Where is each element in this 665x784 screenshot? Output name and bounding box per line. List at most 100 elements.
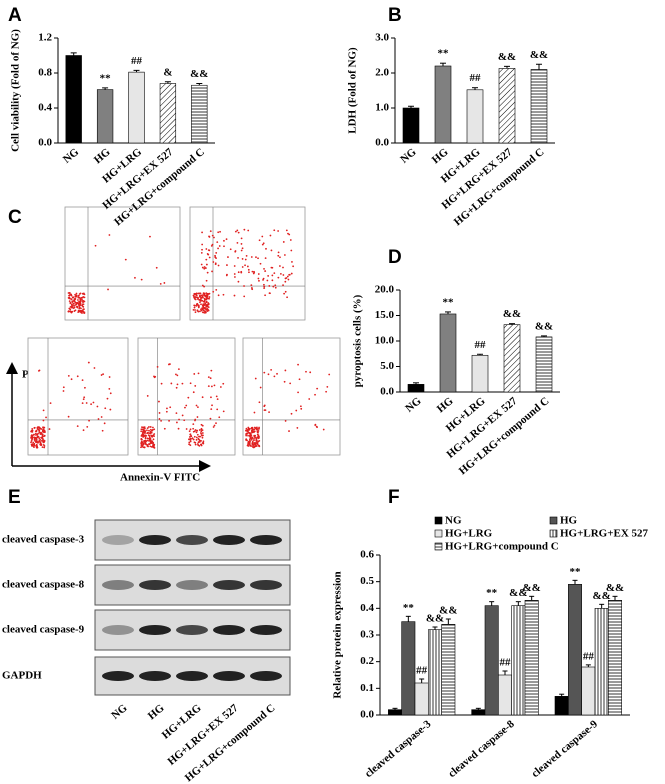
event (140, 430, 143, 433)
event (279, 265, 281, 267)
event (253, 430, 256, 433)
bar (471, 709, 486, 716)
event (141, 444, 144, 447)
y-axis-label: LDH (Fold of NG) (347, 47, 359, 134)
event (67, 415, 70, 418)
event (215, 395, 218, 398)
error-bar (445, 618, 451, 625)
event (148, 443, 150, 445)
event (193, 306, 196, 309)
y-tick-label: 0.0 (360, 709, 374, 721)
bar (535, 336, 553, 393)
event (107, 288, 109, 291)
event (146, 437, 149, 440)
event (229, 248, 232, 251)
event (70, 310, 72, 313)
event (250, 284, 253, 287)
event (160, 382, 163, 385)
event (189, 439, 192, 441)
event (201, 243, 204, 246)
event (267, 373, 270, 376)
event (184, 406, 186, 409)
event (199, 435, 202, 438)
event (251, 440, 254, 443)
event (257, 440, 260, 443)
panel-label: C (8, 207, 22, 228)
x-tick-label: NG (398, 146, 419, 166)
event (287, 232, 289, 235)
event (250, 427, 253, 430)
y-tick-label: 2.0 (375, 67, 389, 79)
event (287, 278, 290, 281)
event (212, 426, 215, 428)
event (175, 373, 177, 376)
event (163, 282, 166, 284)
annotation: && (426, 613, 444, 625)
y-tick-label: 0.3 (360, 629, 374, 641)
event (215, 422, 217, 425)
bar (128, 71, 145, 144)
event (185, 428, 188, 430)
event (290, 249, 293, 252)
event (223, 239, 225, 242)
event (142, 431, 145, 434)
y-tick-label: 0.0 (380, 386, 394, 398)
event (256, 436, 259, 439)
event (274, 286, 277, 289)
event (41, 439, 44, 441)
event (142, 436, 145, 438)
event (246, 430, 249, 433)
event (196, 302, 199, 305)
error-bar (445, 311, 451, 314)
event (194, 385, 197, 387)
error-bar (529, 595, 535, 601)
event (82, 296, 85, 298)
event (193, 441, 196, 444)
event (282, 266, 284, 269)
event (241, 258, 244, 260)
event (81, 379, 84, 381)
bar (608, 600, 622, 716)
event (197, 304, 200, 307)
event (201, 434, 203, 437)
event (35, 430, 38, 433)
event (175, 421, 178, 424)
event (257, 434, 260, 437)
error-bar (70, 52, 77, 56)
event (207, 302, 210, 304)
event (83, 300, 86, 303)
event (247, 442, 250, 445)
event (249, 435, 251, 438)
event (247, 268, 250, 271)
event (210, 385, 213, 388)
event (143, 426, 146, 429)
event (285, 277, 288, 279)
error-bar (196, 83, 203, 86)
event (234, 276, 236, 278)
event (286, 275, 289, 278)
event (236, 229, 239, 232)
event (77, 294, 80, 297)
event (158, 400, 160, 403)
event (188, 430, 191, 433)
y-tick-label: 0.2 (360, 655, 374, 667)
event (79, 309, 82, 312)
error-bar (432, 626, 438, 630)
annotation: & (163, 66, 172, 78)
event (195, 293, 197, 295)
event (299, 405, 302, 408)
event (176, 374, 179, 377)
flow-x-label: Annexin-V FITC (120, 472, 200, 484)
event (212, 261, 215, 263)
event (244, 258, 247, 261)
event (218, 416, 221, 419)
event (250, 256, 253, 258)
event (227, 256, 229, 258)
event (81, 312, 83, 314)
event (42, 428, 45, 431)
y-tick-label: 1.0 (375, 102, 389, 114)
event (253, 428, 256, 431)
event (81, 402, 84, 405)
event (166, 407, 168, 410)
